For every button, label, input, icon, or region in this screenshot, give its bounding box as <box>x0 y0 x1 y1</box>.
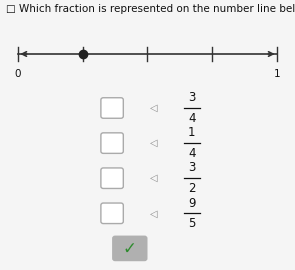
Text: ✓: ✓ <box>123 239 137 257</box>
Text: 4: 4 <box>188 112 196 125</box>
FancyBboxPatch shape <box>112 235 148 261</box>
Text: 1: 1 <box>188 126 196 139</box>
Text: 2: 2 <box>188 182 196 195</box>
Text: 4: 4 <box>188 147 196 160</box>
Text: ◁: ◁ <box>150 208 157 218</box>
FancyBboxPatch shape <box>101 203 123 224</box>
Text: 0: 0 <box>14 69 21 79</box>
Text: ◁: ◁ <box>150 173 157 183</box>
FancyBboxPatch shape <box>101 168 123 188</box>
FancyBboxPatch shape <box>101 98 123 118</box>
Text: □ Which fraction is represented on the number line below?: □ Which fraction is represented on the n… <box>6 4 295 14</box>
Text: 9: 9 <box>188 197 196 210</box>
Text: 3: 3 <box>188 91 195 104</box>
Text: 3: 3 <box>188 161 195 174</box>
Text: 1: 1 <box>274 69 281 79</box>
Text: ◁: ◁ <box>150 103 157 113</box>
Text: 5: 5 <box>188 217 195 230</box>
Text: ◁: ◁ <box>150 138 157 148</box>
FancyBboxPatch shape <box>101 133 123 153</box>
